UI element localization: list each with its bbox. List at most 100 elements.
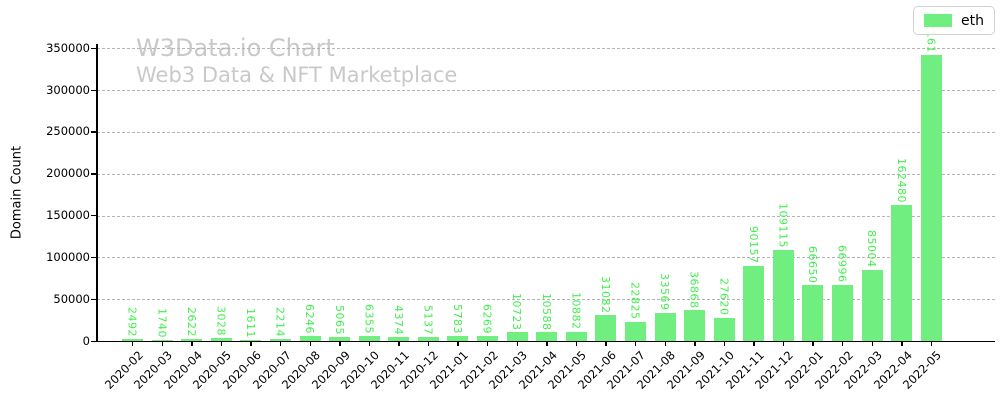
- bar: [920, 54, 942, 341]
- bar: [713, 317, 735, 341]
- y-tick-mark: [91, 340, 96, 342]
- y-tick-label: 100000: [46, 249, 90, 264]
- x-tick-mark: [427, 342, 430, 346]
- x-tick-mark: [901, 342, 903, 346]
- bar: [654, 312, 676, 341]
- y-tick-label: 350000: [46, 40, 90, 55]
- bar: [477, 335, 499, 341]
- y-tick-mark: [91, 173, 96, 175]
- y-axis-line: [96, 44, 98, 341]
- y-tick-mark: [91, 256, 96, 259]
- bar: [329, 336, 351, 341]
- bar: [565, 331, 587, 341]
- x-tick-mark: [782, 342, 785, 346]
- x-tick-mark: [280, 342, 282, 346]
- y-tick-mark: [91, 89, 96, 91]
- x-tick-mark: [250, 342, 252, 346]
- bar-value-label: 5783: [451, 304, 465, 335]
- bar-value-label: 10588: [539, 292, 553, 331]
- bar: [151, 339, 173, 341]
- bar-value-label: 2622: [184, 306, 198, 337]
- bar-value-label: 2214: [273, 307, 287, 338]
- y-tick-mark: [91, 131, 96, 133]
- bar: [181, 338, 203, 341]
- bar: [684, 310, 706, 341]
- bar: [299, 335, 321, 341]
- x-axis-line: [96, 340, 995, 342]
- bar-value-label: 36868: [687, 270, 701, 309]
- bar-value-label: 3028: [214, 306, 228, 337]
- bar-value-label: 2492: [125, 306, 139, 337]
- bar-value-label: 5137: [421, 304, 435, 335]
- gridline: [97, 48, 995, 50]
- bar-value-label: 4374: [391, 305, 405, 336]
- bar: [358, 335, 380, 341]
- x-tick-mark: [842, 342, 844, 346]
- x-tick-mark: [575, 342, 578, 346]
- gridline: [97, 299, 995, 301]
- x-tick-mark: [398, 342, 400, 346]
- bar: [595, 314, 617, 341]
- bar-value-label: 66996: [835, 245, 849, 283]
- x-tick-mark: [487, 342, 489, 346]
- bar-value-label: 27620: [717, 278, 731, 316]
- y-tick-label: 0: [82, 333, 90, 348]
- gridline: [97, 215, 995, 217]
- bar: [506, 332, 528, 341]
- gridline: [97, 131, 995, 133]
- x-tick-mark: [605, 342, 607, 346]
- y-tick-label: 50000: [53, 291, 90, 306]
- y-tick-label: 300000: [46, 82, 90, 97]
- x-tick-mark: [339, 342, 341, 346]
- gridline: [97, 173, 995, 175]
- legend-label: eth: [961, 12, 984, 29]
- x-tick-mark: [664, 342, 666, 346]
- x-tick-mark: [634, 342, 637, 346]
- bar: [802, 285, 824, 341]
- y-tick-label: 250000: [46, 124, 90, 139]
- bar: [240, 339, 262, 341]
- bar: [832, 284, 854, 341]
- x-tick-mark: [191, 342, 193, 346]
- bar-value-label: 162480: [894, 158, 908, 204]
- gridline: [97, 90, 995, 91]
- x-tick-mark: [812, 342, 814, 346]
- bar-value-label: 6355: [362, 303, 376, 334]
- x-tick-mark: [132, 342, 134, 346]
- x-tick-mark: [930, 342, 933, 346]
- bar-value-label: 22825: [628, 282, 642, 320]
- y-tick-label: 150000: [46, 208, 90, 222]
- bar: [210, 338, 232, 341]
- bar: [861, 269, 883, 341]
- bar-value-label: 66650: [806, 245, 820, 284]
- bar-value-label: 5065: [332, 304, 346, 335]
- x-tick-mark: [694, 342, 696, 346]
- bar: [447, 336, 469, 341]
- y-tick-mark: [91, 298, 96, 301]
- bar: [536, 332, 558, 341]
- bar: [417, 336, 439, 341]
- bar: [891, 205, 913, 341]
- x-tick-mark: [309, 342, 311, 346]
- watermark-title: W3Data.io Chart: [136, 34, 335, 62]
- bar: [270, 339, 291, 341]
- bar-value-label: 31082: [598, 275, 612, 314]
- x-tick-mark: [368, 342, 371, 346]
- bar-value-label: 10723: [510, 292, 524, 331]
- watermark-subtitle: Web3 Data & NFT Marketplace: [136, 63, 458, 88]
- y-tick-mark: [91, 215, 96, 217]
- x-tick-mark: [161, 342, 164, 346]
- y-axis-title: Domain Count: [9, 145, 25, 240]
- x-tick-mark: [753, 342, 755, 346]
- y-tick-label: 200000: [46, 166, 90, 181]
- x-tick-mark: [516, 342, 519, 346]
- bar: [388, 337, 410, 341]
- watermark: W3Data.io Chart Web3 Data & NFT Marketpl…: [136, 34, 457, 89]
- x-tick-mark: [546, 342, 548, 346]
- x-tick-mark: [220, 342, 223, 346]
- bar: [772, 249, 794, 341]
- x-tick-mark: [457, 342, 459, 346]
- x-tick-mark: [723, 342, 726, 346]
- bar-value-label: 1740: [155, 307, 169, 338]
